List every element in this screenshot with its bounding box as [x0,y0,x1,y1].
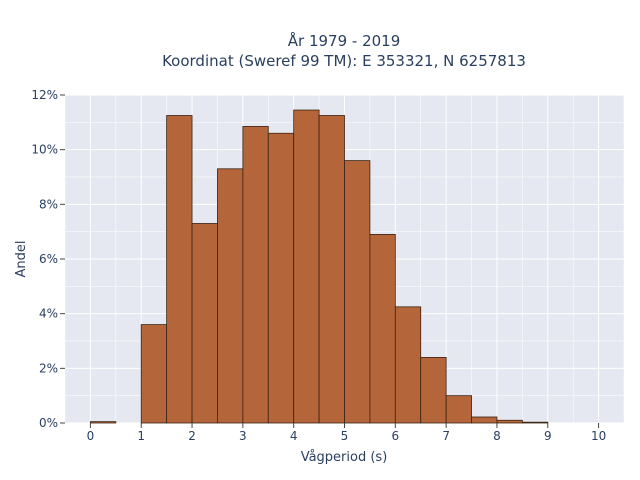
histogram-bar-9 [344,160,371,424]
histogram-bar-4 [217,168,244,424]
histogram-bar-11 [394,306,422,424]
y-tick-label-2: 4% [39,307,58,321]
histogram-bar-13 [445,395,472,424]
chart-title-line-1: År 1979 - 2019 [288,31,401,50]
y-tick-label-4: 8% [39,197,58,211]
histogram-bar-8 [318,115,345,424]
histogram-bar-1 [140,324,168,424]
histogram-bar-12 [420,356,447,424]
x-tick-label-4: 4 [290,429,298,443]
histogram-bar-10 [369,233,396,424]
x-tick-label-5: 5 [341,429,349,443]
x-tick-label-6: 6 [391,429,399,443]
x-axis-title: Vågperiod (s) [301,450,388,465]
x-tick-label-7: 7 [442,429,450,443]
histogram-bar-7 [293,109,320,424]
histogram-bar-6 [267,132,295,424]
x-tick-label-8: 8 [493,429,501,443]
y-tick-label-1: 2% [39,361,58,375]
y-tick-label-0: 0% [39,416,58,430]
histogram-bar-0 [90,421,117,424]
x-tick-label-10: 10 [591,429,606,443]
histogram-bar-3 [191,223,218,424]
x-tick-label-2: 2 [188,429,196,443]
x-tick-label-0: 0 [87,429,95,443]
histogram-bar-5 [242,126,269,424]
x-tick-label-1: 1 [137,429,145,443]
histogram-bar-14 [471,416,498,424]
y-axis-ticks: 0% 2% 4% 6% 8% 10% 12% [31,88,65,430]
y-tick-label-6: 12% [31,88,58,102]
bars [90,109,549,424]
histogram-bar-16 [521,421,549,424]
y-tick-label-3: 6% [39,252,58,266]
y-axis-title: Andel [14,241,29,278]
histogram-bar-2 [166,115,193,424]
chart-title-line-2: Koordinat (Sweref 99 TM): E 353321, N 62… [162,52,526,70]
histogram-bar-15 [496,419,523,424]
x-tick-label-9: 9 [544,429,552,443]
x-axis-ticks: 0 1 2 3 4 5 6 7 8 9 10 [87,423,606,443]
x-tick-label-3: 3 [239,429,247,443]
y-tick-label-5: 10% [31,143,58,157]
